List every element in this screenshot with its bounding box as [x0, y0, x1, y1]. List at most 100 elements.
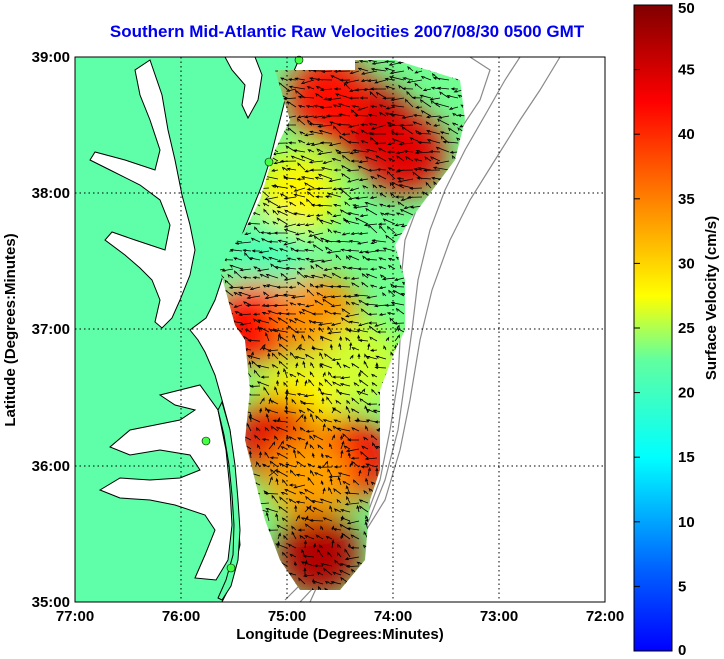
plot-frame [74, 56, 606, 603]
velocity-arrow [280, 491, 288, 495]
velocity-arrow [315, 92, 324, 99]
velocity-arrow [367, 60, 378, 63]
colorbar-tick-label: 5 [678, 578, 686, 595]
velocity-arrow [375, 467, 379, 477]
velocity-arrow [298, 491, 306, 495]
velocity-arrow [338, 392, 351, 396]
velocity-arrow [412, 114, 423, 118]
velocity-arrow [276, 205, 288, 209]
velocity-arrow [297, 528, 306, 532]
velocity-arrow [285, 266, 297, 270]
velocity-arrow [260, 375, 270, 379]
velocity-arrow [394, 223, 405, 227]
velocity-arrow [332, 104, 342, 108]
velocity-arrow [451, 122, 459, 126]
velocity-arrow [268, 329, 279, 333]
velocity-arrow [323, 567, 333, 576]
velocity-arrow [416, 176, 432, 180]
velocity-arrow [333, 267, 342, 271]
velocity-arrow [430, 156, 441, 162]
velocity-arrow [426, 139, 441, 144]
velocity-arrow [287, 78, 297, 82]
velocity-arrow [386, 121, 396, 126]
velocity-arrow [387, 167, 396, 171]
velocity-arrow [436, 86, 450, 90]
velocity-arrow [286, 88, 297, 92]
velocity-arrow [245, 303, 261, 307]
velocity-arrow [309, 168, 324, 172]
velocity-arrow [265, 273, 279, 279]
velocity-arrow [282, 478, 288, 486]
velocity-arrow [283, 223, 297, 228]
velocity-arrow [294, 77, 306, 81]
velocity-arrow [333, 419, 342, 423]
velocity-arrow [297, 162, 306, 171]
velocity-arrow [375, 355, 387, 360]
velocity-arrow [438, 115, 450, 119]
velocity-arrow [375, 91, 387, 99]
velocity-arrow [378, 266, 387, 270]
velocity-arrow [257, 365, 270, 369]
velocity-arrow [355, 196, 369, 200]
velocity-arrow [291, 525, 297, 531]
velocity-arrow [267, 199, 279, 207]
velocity-arrow [244, 328, 252, 333]
velocity-arrow [280, 446, 288, 450]
velocity-arrow [391, 130, 396, 135]
velocity-arrow [387, 142, 396, 146]
grid-lines [75, 57, 605, 602]
velocity-arrow [409, 186, 423, 190]
velocity-arrow [295, 413, 304, 423]
velocity-arrow [340, 317, 351, 324]
velocity-arrow [336, 151, 351, 155]
velocity-arrow [406, 195, 423, 199]
velocity-arrow [272, 221, 279, 225]
velocity-arrow [308, 378, 315, 387]
velocity-arrow [297, 105, 306, 108]
velocity-arrow [293, 194, 306, 198]
velocity-arrow [344, 491, 360, 495]
velocity-arrow [342, 480, 351, 486]
velocity-arrow [295, 237, 306, 243]
velocity-arrow [276, 217, 288, 225]
velocity-arrow [263, 208, 270, 216]
velocity-arrow [310, 361, 315, 369]
velocity-arrow [364, 302, 378, 306]
velocity-arrow [353, 293, 369, 297]
velocity-arrow [379, 203, 387, 207]
velocity-arrow [329, 477, 333, 486]
velocity-arrow [288, 498, 297, 504]
velocity-arrow [306, 86, 315, 90]
velocity-arrow [450, 87, 459, 91]
velocity-arrow [385, 336, 390, 342]
velocity-arrow [349, 151, 360, 155]
velocity-arrow [352, 149, 369, 153]
velocity-arrow [227, 273, 234, 279]
velocity-arrow [263, 291, 270, 297]
velocity-arrow [360, 140, 369, 144]
velocity-arrow [332, 381, 342, 387]
velocity-arrow [347, 249, 360, 253]
velocity-arrow [261, 237, 270, 243]
velocity-arrow [333, 69, 351, 73]
velocity-arrow [316, 571, 324, 576]
velocity-arrow [333, 87, 342, 91]
x-tick-label: 77:00 [56, 608, 94, 625]
velocity-arrow [267, 310, 279, 315]
velocity-arrow [357, 165, 369, 171]
velocity-arrow [331, 158, 342, 162]
velocity-arrow [328, 178, 342, 182]
velocity-arrow [332, 571, 342, 576]
velocity-arrow [300, 176, 315, 180]
velocity-arrow [293, 187, 306, 192]
velocity-arrow [371, 373, 378, 378]
velocity-arrow [280, 77, 288, 81]
velocity-arrow [403, 205, 414, 209]
velocity-arrow [311, 500, 324, 504]
colorbar-tick-label: 45 [678, 62, 695, 79]
velocity-arrow [359, 96, 369, 100]
velocity-arrow [379, 111, 387, 117]
velocity-arrow [333, 508, 342, 513]
velocity-arrow [263, 492, 279, 496]
velocity-arrow [309, 371, 315, 378]
